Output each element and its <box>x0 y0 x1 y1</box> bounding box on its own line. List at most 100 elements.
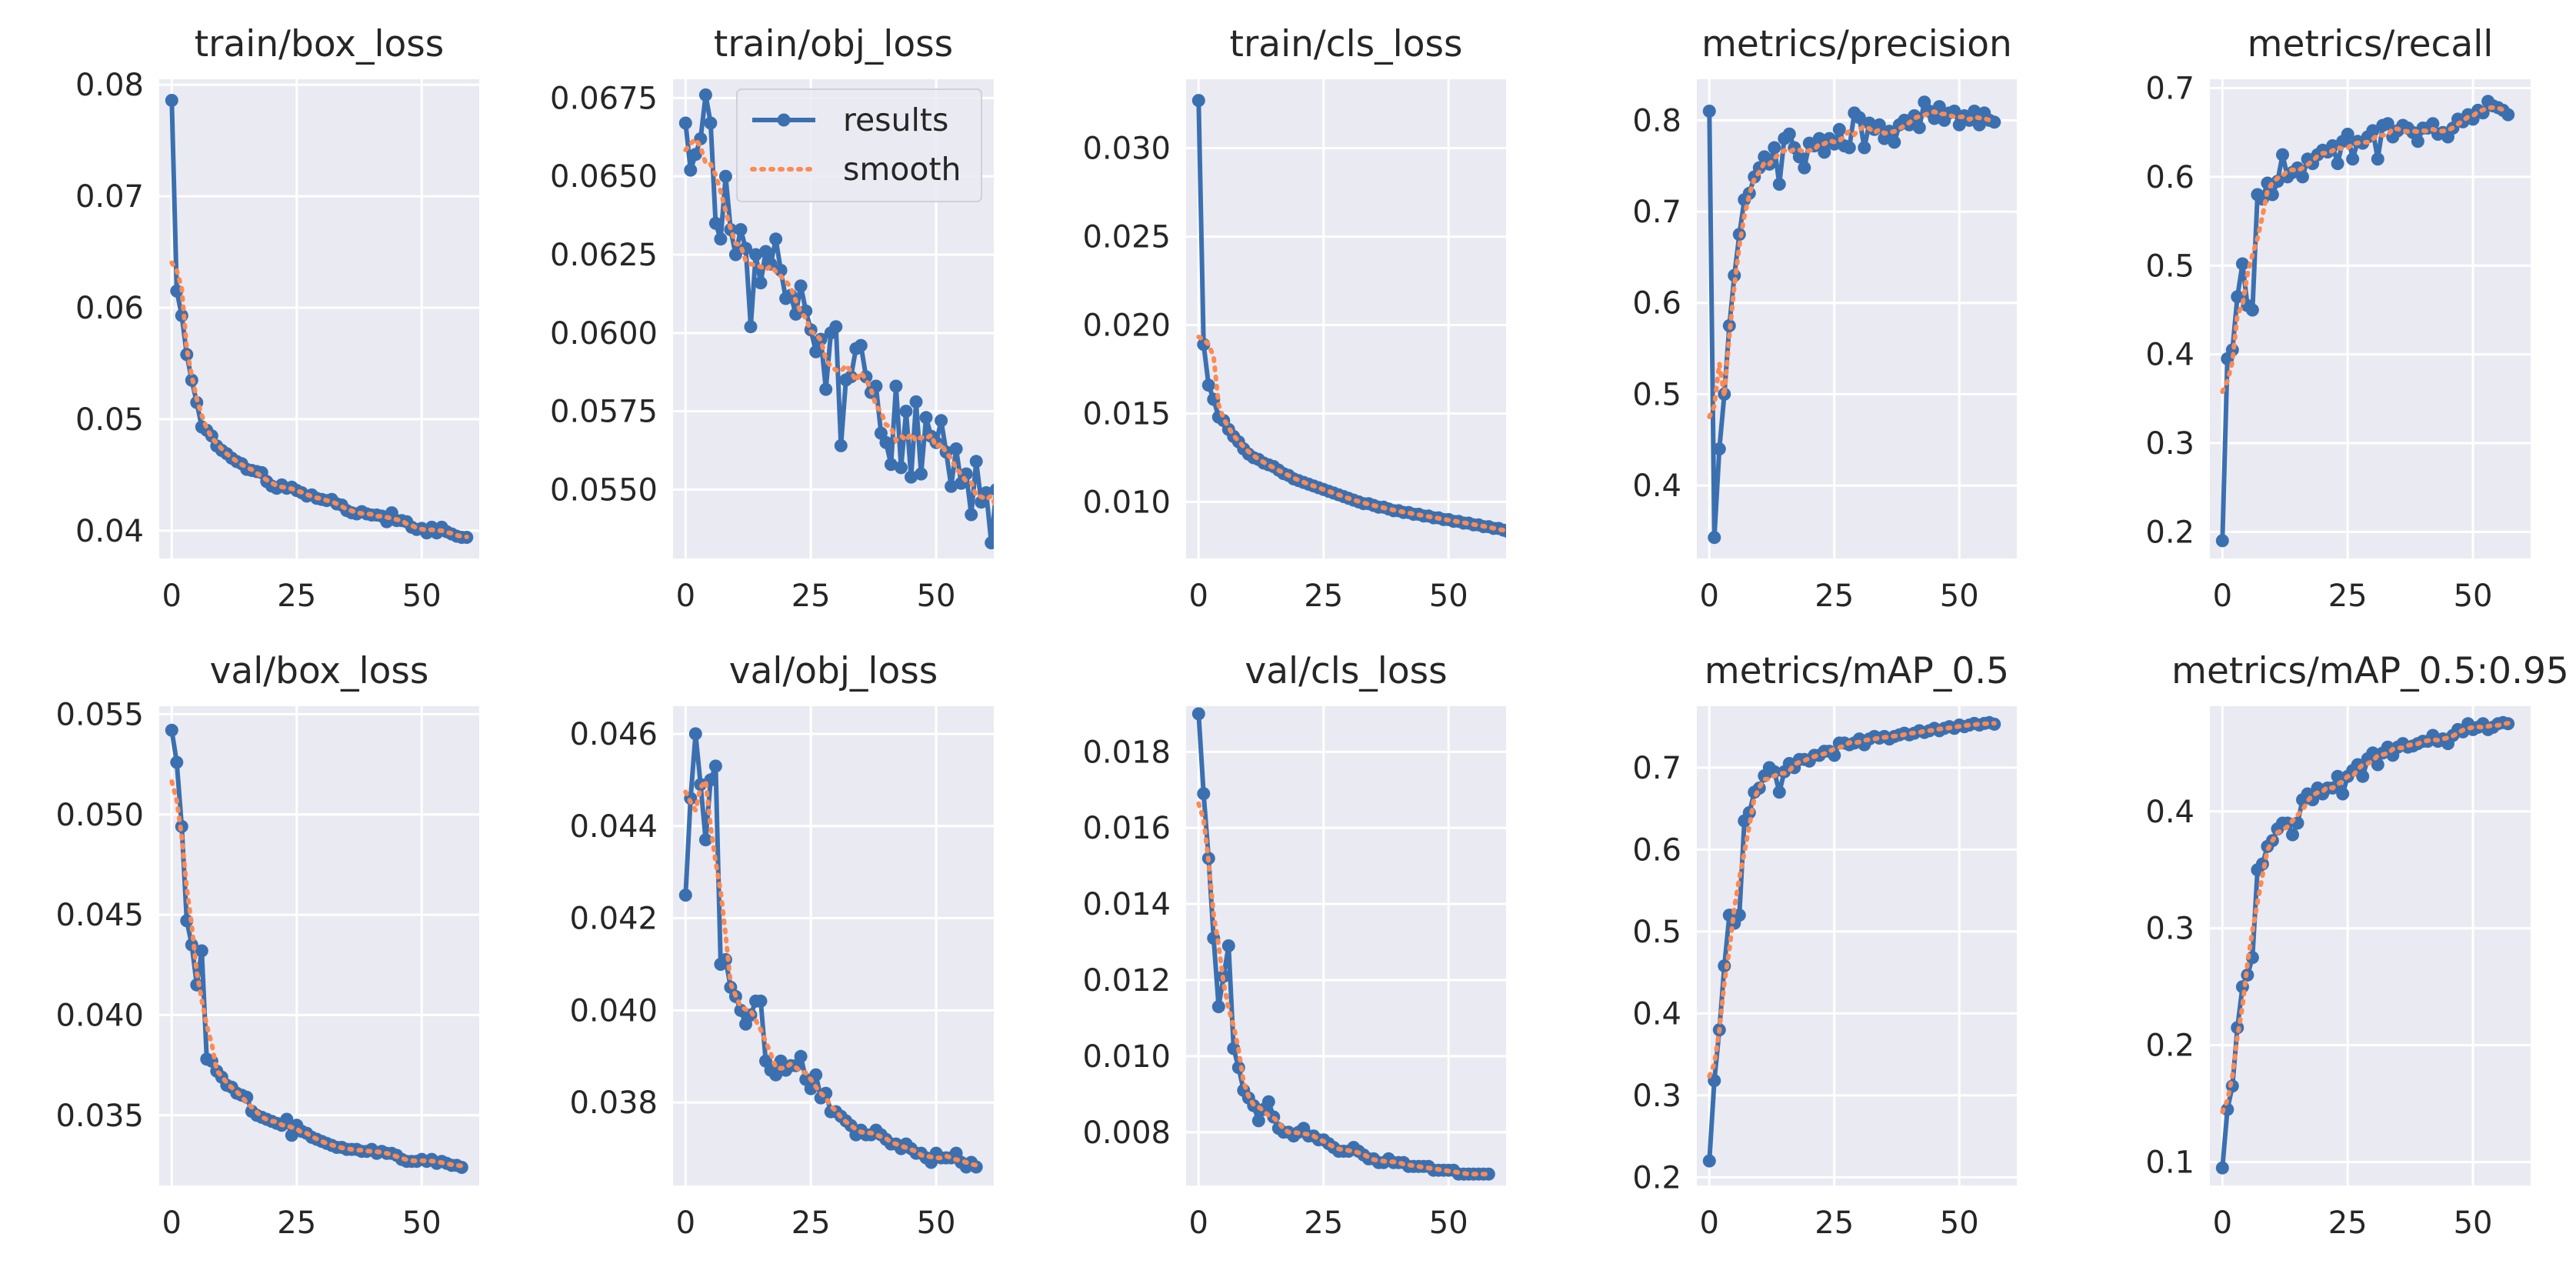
chart-5-results-point <box>2296 170 2309 184</box>
chart-5-title: metrics/recall <box>2248 23 2494 65</box>
chart-10-results-point <box>2371 758 2384 772</box>
chart-4-results-point <box>1782 127 1796 141</box>
chart-4-results-point <box>1792 150 1806 164</box>
chart-5-results-point <box>2245 303 2259 317</box>
chart-7-smooth-line <box>683 775 979 1168</box>
chart-3-x-tick-label: 0 <box>1189 578 1208 614</box>
chart-10-plot-area <box>2210 706 2531 1185</box>
chart-7-results-point <box>754 994 768 1008</box>
chart-5-y-tick-label: 0.4 <box>2145 338 2194 373</box>
chart-6-results-point <box>285 1129 298 1142</box>
chart-8-y-tick-label: 0.012 <box>1082 963 1171 999</box>
chart-8-y-tick-label: 0.018 <box>1082 735 1171 770</box>
chart-4: 0 25 50 0.4 0.5 0.6 0.7 0.8 metrics/precision <box>1632 23 2017 614</box>
chart-7-results-point <box>678 889 692 902</box>
chart-2-results-point <box>774 263 788 277</box>
chart-4-results-point <box>1798 161 1811 175</box>
chart-2-results-point <box>688 148 702 162</box>
chart-2-results-point <box>915 467 928 481</box>
chart-2-results-point <box>714 232 728 246</box>
chart-1-x-tick-label: 25 <box>277 578 316 614</box>
chart-6-results-point <box>195 944 208 958</box>
chart-10-results-point <box>2331 769 2344 783</box>
chart-7-results-point <box>769 1068 783 1082</box>
chart-4-y-tick-label: 0.4 <box>1632 468 1681 504</box>
chart-3-y-tick-label: 0.015 <box>1082 396 1171 432</box>
chart-2-y-tick-label: 0.0550 <box>550 472 658 508</box>
legend-smooth-label: smooth <box>843 151 961 188</box>
chart-2-results-point <box>935 414 948 428</box>
chart-9-smooth-line <box>1707 721 1997 1079</box>
chart-6-x-tick-label: 0 <box>162 1205 182 1241</box>
chart-10-y-tick-label: 0.4 <box>2145 795 2194 830</box>
chart-6-y-tick-label: 0.040 <box>55 998 144 1033</box>
chart-9: 0 25 50 0.2 0.3 0.4 0.5 0.6 0.7 metrics/mAP_0.5 <box>1632 650 2017 1241</box>
chart-3-y-tick-label: 0.030 <box>1082 132 1171 167</box>
chart-5-plot-area <box>2210 79 2531 558</box>
chart-1-smooth-line <box>169 260 469 539</box>
chart-7-x-tick-label: 25 <box>791 1205 831 1241</box>
chart-7-x-tick-label: 0 <box>676 1205 695 1241</box>
chart-5-results-point <box>2235 257 2249 271</box>
chart-1-y-tick-label: 0.04 <box>75 514 144 549</box>
chart-1-x-tick-label: 0 <box>162 578 182 614</box>
chart-3-plot-area <box>1186 79 1506 558</box>
chart-1-y-tick-label: 0.06 <box>75 291 144 326</box>
chart-2-x-tick-label: 25 <box>791 578 831 614</box>
chart-2-x-tick-label: 50 <box>917 578 956 614</box>
chart-2-legend: results smooth <box>736 88 982 202</box>
chart-2-results-point <box>698 88 712 102</box>
chart-9-y-tick-label: 0.5 <box>1632 915 1681 950</box>
chart-9-y-tick-label: 0.7 <box>1632 751 1681 786</box>
chart-5-y-tick-label: 0.2 <box>2145 515 2194 550</box>
chart-4-results-point <box>1772 178 1786 191</box>
chart-4-results-point <box>1858 141 1871 155</box>
chart-4-results-point <box>1712 442 1726 456</box>
chart-2-results-point <box>899 405 913 418</box>
chart-2-results-point <box>754 276 768 290</box>
chart-5-results-point <box>2326 139 2340 152</box>
chart-8-y-tick-label: 0.010 <box>1082 1039 1171 1075</box>
chart-6-results-point <box>280 1112 294 1126</box>
chart-5-x-tick-label: 0 <box>2213 578 2232 614</box>
chart-6-y-tick-label: 0.045 <box>55 898 144 933</box>
chart-7-plot-area <box>673 706 994 1185</box>
chart-4-plot-area <box>1697 79 2017 558</box>
chart-8-plot-area <box>1186 706 1506 1185</box>
chart-6-x-tick-label: 50 <box>402 1205 442 1241</box>
chart-8-y-tick-label: 0.014 <box>1082 887 1171 922</box>
chart-4-results-point <box>1818 145 1831 159</box>
chart-10-x-tick-label: 25 <box>2328 1205 2368 1241</box>
chart-4-results-point <box>1852 111 1866 125</box>
chart-2-results-point <box>718 169 732 183</box>
chart-7-y-tick-label: 0.042 <box>569 902 658 937</box>
legend-results-label: results <box>843 102 948 138</box>
chart-5-x-tick-label: 50 <box>2454 578 2493 614</box>
chart-2-results-point <box>949 442 963 455</box>
chart-4-results-point <box>1988 115 2001 129</box>
chart-5-y-tick-label: 0.7 <box>2145 72 2194 107</box>
chart-5-results-point <box>2331 157 2344 171</box>
chart-7-y-tick-label: 0.040 <box>569 993 658 1029</box>
chart-5-results-point <box>2426 117 2440 131</box>
chart-9-results-point <box>1772 785 1786 799</box>
chart-7: 0 25 50 0.038 0.040 0.042 0.044 0.046 val/obj_lo… <box>569 650 994 1241</box>
chart-7-results-point <box>708 759 722 773</box>
chart-5-y-tick-label: 0.5 <box>2145 248 2194 284</box>
chart-6-results-point <box>165 723 178 737</box>
chart-5-results-point <box>2411 135 2424 148</box>
chart-4-title: metrics/precision <box>1701 23 2012 65</box>
chart-1: 0 25 50 0.04 0.05 0.06 0.07 0.08 train/box_loss <box>75 23 479 614</box>
chart-1-y-tick-label: 0.05 <box>75 402 144 438</box>
chart-4-results-point <box>1842 141 1856 155</box>
chart-9-y-tick-label: 0.3 <box>1632 1079 1681 1114</box>
chart-7-x-tick-label: 50 <box>917 1205 956 1241</box>
chart-2-results-point <box>794 279 808 293</box>
chart-7-results-point <box>794 1049 808 1063</box>
chart-8-title: val/cls_loss <box>1245 650 1447 692</box>
chart-5-results-point <box>2346 152 2360 166</box>
chart-2-results-point <box>895 461 908 475</box>
chart-2-results-point <box>969 455 983 468</box>
chart-6-results-point <box>170 755 184 769</box>
